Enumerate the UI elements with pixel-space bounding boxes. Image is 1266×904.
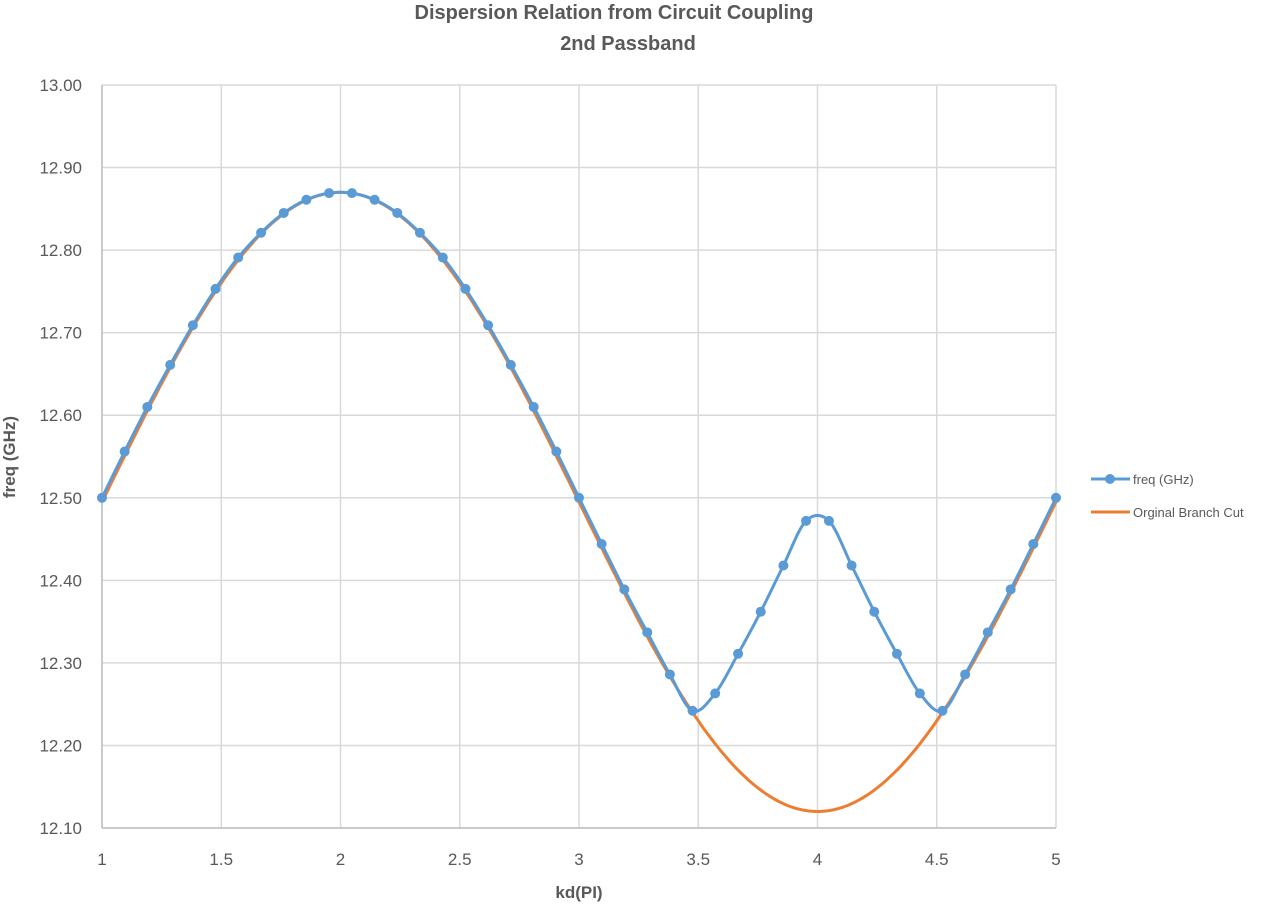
data-point — [369, 194, 380, 205]
y-tick-label: 12.60 — [39, 406, 82, 425]
x-tick-label: 2.5 — [448, 850, 472, 869]
data-point — [664, 669, 675, 680]
x-tick-label: 3.5 — [686, 850, 710, 869]
gridlines — [101, 84, 1057, 829]
data-point — [891, 648, 902, 659]
y-tick-label: 12.50 — [39, 489, 82, 508]
data-point — [710, 688, 721, 699]
data-point — [1051, 492, 1061, 503]
y-tick-label: 13.00 — [39, 76, 82, 95]
data-point — [346, 188, 357, 199]
y-axis-label: freq (GHz) — [0, 416, 19, 498]
x-axis-label: kd(PI) — [555, 883, 602, 902]
data-point — [823, 515, 834, 526]
data-point — [392, 207, 403, 218]
data-point — [97, 492, 107, 503]
data-point — [437, 252, 448, 263]
data-point — [233, 252, 244, 263]
data-point — [324, 188, 335, 199]
x-tick-label: 5 — [1051, 850, 1060, 869]
data-point — [801, 515, 812, 526]
chart-subtitle: 2nd Passband — [560, 33, 696, 55]
data-point — [483, 320, 494, 331]
y-tick-label: 12.20 — [39, 736, 82, 755]
x-tick-label: 1 — [97, 850, 106, 869]
data-point — [142, 401, 153, 412]
data-point — [914, 688, 925, 699]
y-tick-label: 12.80 — [39, 241, 82, 260]
chart-title: Dispersion Relation from Circuit Couplin… — [415, 2, 814, 24]
y-tick-label: 12.90 — [39, 159, 82, 178]
data-point — [960, 669, 971, 680]
data-point — [165, 359, 176, 370]
data-point — [846, 560, 857, 571]
data-point — [619, 584, 630, 595]
x-tick-label: 4.5 — [925, 850, 949, 869]
data-point — [256, 227, 267, 238]
data-point — [301, 194, 312, 205]
x-axis-ticks: 1 1.5 2 2.5 3 3.5 4 4.5 5 — [97, 850, 1060, 869]
data-point — [733, 648, 744, 659]
data-point — [414, 227, 425, 238]
series-freq-markers — [97, 188, 1061, 716]
legend-branch-label: Orginal Branch Cut — [1133, 505, 1244, 520]
data-point — [551, 446, 562, 457]
data-point — [596, 539, 607, 550]
data-point — [210, 283, 221, 294]
data-point — [1005, 584, 1016, 595]
data-point — [460, 283, 471, 294]
y-axis-ticks: 13.00 12.90 12.80 12.70 12.60 12.50 12.40 12.30… — [39, 76, 82, 838]
data-point — [687, 705, 698, 716]
data-point — [982, 627, 993, 638]
y-tick-label: 12.10 — [39, 819, 82, 838]
legend-marker-icon — [1105, 474, 1115, 484]
data-point — [1028, 539, 1039, 550]
x-tick-label: 4 — [813, 850, 822, 869]
data-point — [278, 207, 289, 218]
data-point — [869, 606, 880, 617]
data-point — [755, 606, 766, 617]
data-point — [778, 560, 789, 571]
legend-freq-label: freq (GHz) — [1133, 472, 1194, 487]
y-tick-label: 12.30 — [39, 654, 82, 673]
y-tick-label: 12.70 — [39, 324, 82, 343]
x-tick-label: 2 — [336, 850, 345, 869]
data-point — [937, 705, 948, 716]
x-tick-label: 1.5 — [209, 850, 233, 869]
data-point — [119, 446, 130, 457]
data-point — [187, 320, 198, 331]
data-point — [528, 401, 539, 412]
data-point — [574, 492, 584, 503]
y-tick-label: 12.40 — [39, 571, 82, 590]
data-point — [505, 359, 516, 370]
legend: freq (GHz) Orginal Branch Cut — [1091, 472, 1244, 520]
data-point — [642, 627, 653, 638]
x-tick-label: 3 — [574, 850, 583, 869]
